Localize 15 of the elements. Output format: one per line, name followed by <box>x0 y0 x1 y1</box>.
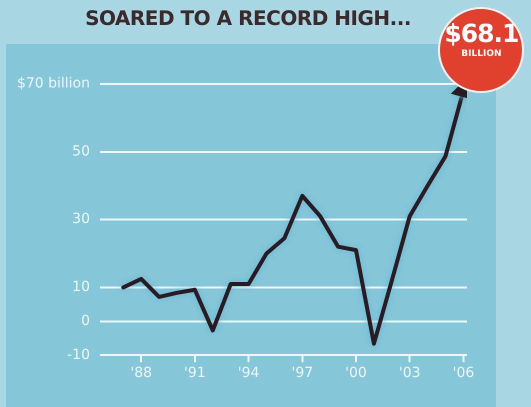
x-tick-label: '91 <box>184 365 206 382</box>
x-tick-label: '88 <box>130 365 152 382</box>
chart-title: SOARED TO A RECORD HIGH... <box>85 6 411 30</box>
x-tick-label: '03 <box>398 365 421 382</box>
y-tick-label: 0 <box>81 312 90 329</box>
y-tick-label: -10 <box>67 346 90 363</box>
y-tick-label: 10 <box>72 279 90 296</box>
y-tick-label: 30 <box>72 211 90 228</box>
x-tick-label: '00 <box>345 365 367 382</box>
x-tick-label: '97 <box>291 365 314 382</box>
y-tick-label: 50 <box>72 143 90 160</box>
y-tick-label: $70 billion <box>16 76 90 92</box>
x-tick-label: '06 <box>452 365 474 382</box>
x-tick-label: '94 <box>238 365 260 382</box>
annotation: $68.1 BILLION <box>443 19 520 62</box>
